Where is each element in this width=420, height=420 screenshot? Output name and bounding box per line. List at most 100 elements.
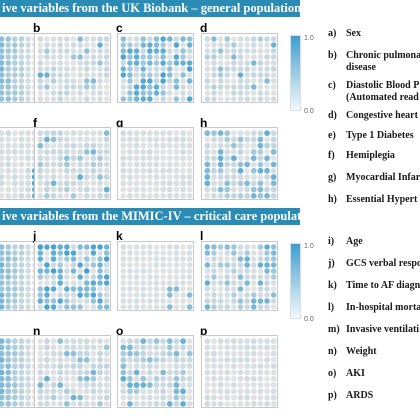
som-node: [103, 36, 110, 42]
som-node: [37, 250, 44, 256]
som-node: [64, 280, 70, 286]
som-node: [211, 388, 217, 395]
som-node: [120, 167, 127, 174]
som-node: [97, 142, 103, 149]
som-node: [83, 174, 90, 180]
som-node: [257, 167, 264, 174]
som-node: [204, 344, 211, 351]
som-node: [153, 84, 160, 90]
som-node: [18, 350, 25, 357]
som-node: [57, 274, 63, 280]
som-node: [237, 375, 244, 382]
som-node: [63, 350, 70, 357]
som-node: [217, 280, 224, 286]
som-node: [173, 400, 180, 407]
legend-item: i) Age: [328, 236, 420, 248]
som-node: [5, 369, 12, 376]
som-node: [120, 388, 127, 395]
som-node: [153, 54, 160, 60]
som-node: [50, 186, 57, 193]
som-node: [25, 174, 32, 180]
som-node: [211, 363, 217, 370]
som-node: [264, 167, 270, 174]
som-node: [50, 136, 57, 143]
som-node: [250, 357, 257, 363]
som-node: [90, 292, 97, 298]
som-node: [44, 274, 50, 280]
som-node: [147, 84, 153, 90]
som-node: [180, 298, 186, 304]
som-node: [167, 42, 173, 48]
som-node: [133, 155, 140, 162]
som-node: [90, 142, 97, 149]
som-node: [217, 350, 224, 357]
som-node: [25, 262, 31, 268]
som-node: [120, 298, 127, 304]
som-node: [70, 382, 77, 388]
som-node: [18, 298, 25, 304]
som-node: [70, 244, 77, 250]
som-node: [264, 90, 270, 96]
som-node: [90, 344, 97, 351]
som-node: [25, 136, 32, 143]
som-node: [180, 268, 186, 274]
som-node: [12, 60, 18, 66]
som-node: [217, 130, 224, 137]
som-node: [0, 350, 5, 357]
som-node: [180, 274, 186, 280]
som-node: [5, 292, 11, 298]
som-node: [64, 262, 70, 268]
som-node: [25, 244, 31, 250]
som-node: [140, 136, 147, 143]
som-node: [84, 90, 90, 96]
som-node: [133, 400, 140, 407]
som-node: [133, 48, 140, 54]
som-node: [103, 142, 110, 149]
som-node: [140, 42, 146, 48]
som-node: [5, 161, 12, 168]
som-node: [147, 286, 153, 292]
som-node: [270, 90, 277, 96]
som-node: [120, 96, 127, 102]
som-node: [97, 298, 103, 304]
som-node: [211, 256, 217, 262]
som-node: [160, 382, 167, 388]
som-node: [237, 363, 244, 370]
som-node: [153, 42, 160, 48]
som-node: [64, 256, 70, 262]
som-node: [83, 192, 90, 199]
som-node: [133, 298, 140, 304]
som-node: [180, 174, 186, 180]
som-node: [133, 382, 140, 388]
som-node: [83, 186, 90, 193]
som-node: [230, 382, 237, 388]
colorbar-max-label: 1.0: [304, 35, 314, 42]
som-node: [70, 60, 77, 66]
som-node: [103, 394, 110, 401]
som-node: [18, 382, 25, 388]
som-node: [127, 155, 133, 162]
som-node: [0, 142, 5, 149]
som-node: [270, 54, 277, 60]
som-node: [173, 262, 180, 268]
som-node: [186, 375, 193, 382]
som-node: [217, 256, 224, 262]
som-node: [270, 369, 277, 376]
som-node: [64, 96, 70, 102]
som-panel-n: [34, 335, 111, 408]
som-node: [57, 36, 63, 42]
som-node: [270, 174, 277, 180]
som-node: [77, 292, 83, 298]
som-node: [180, 96, 186, 102]
som-node: [270, 192, 277, 199]
som-node: [140, 130, 147, 137]
som-node: [11, 369, 18, 376]
som-node: [173, 338, 180, 345]
som-node: [230, 136, 237, 143]
som-node: [44, 388, 50, 395]
som-node: [264, 60, 270, 66]
som-grid: [120, 338, 193, 407]
som-grid: [204, 36, 277, 102]
som-node: [173, 350, 180, 357]
